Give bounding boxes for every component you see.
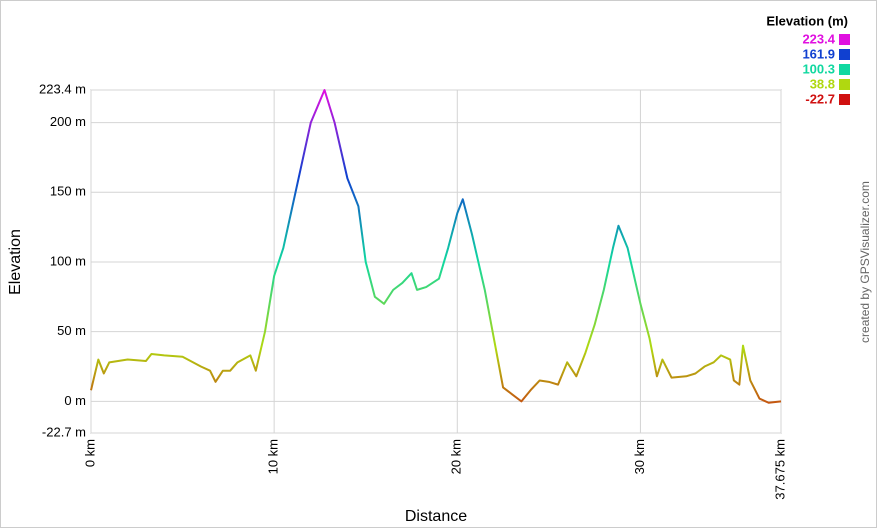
x-axis-title: Distance [405,508,467,525]
legend-swatch [839,49,850,60]
y-tick-label: 223.4 m [39,81,86,96]
y-tick-label: 150 m [50,184,86,199]
x-tick-label: 30 km [632,439,647,474]
y-tick-label: 50 m [57,323,86,338]
legend-label: 38.8 [810,76,835,91]
legend-swatch [839,79,850,90]
legend-label: 100.3 [802,61,835,76]
y-tick-label: 0 m [64,393,86,408]
legend-swatch [839,94,850,105]
legend-label: 161.9 [802,46,835,61]
elevation-line [90,89,782,404]
y-axis-title: Elevation [7,229,24,295]
legend-swatch [839,64,850,75]
x-tick-label: 37.675 km [772,439,787,500]
credit: created by GPSVisualizer.com [858,181,872,343]
y-tick-label: 100 m [50,253,86,268]
y-tick-label: -22.7 m [42,424,86,439]
legend-swatch [839,34,850,45]
x-tick-label: 10 km [266,439,281,474]
x-tick-label: 20 km [449,439,464,474]
x-tick-label: 0 km [82,439,97,467]
legend-label: 223.4 [802,31,835,46]
y-tick-label: 200 m [50,114,86,129]
legend-title: Elevation (m) [766,13,848,28]
legend-label: -22.7 [805,91,835,106]
